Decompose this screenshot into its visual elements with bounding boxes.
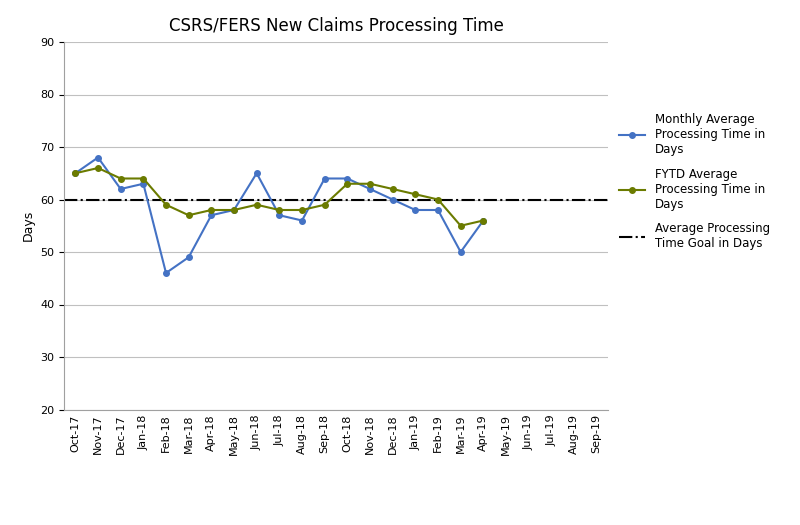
Monthly Average
Processing Time in
Days [456,249,466,255]
FYTD Average
Processing Time in
Days [365,181,374,187]
Monthly Average
Processing Time in
Days [478,217,488,224]
FYTD Average
Processing Time in
Days [162,202,171,208]
Title: CSRS/FERS New Claims Processing Time: CSRS/FERS New Claims Processing Time [169,17,503,35]
Monthly Average
Processing Time in
Days [388,196,398,203]
FYTD Average
Processing Time in
Days [388,186,398,192]
Monthly Average
Processing Time in
Days [70,170,80,176]
Monthly Average
Processing Time in
Days [138,181,148,187]
FYTD Average
Processing Time in
Days [93,165,102,171]
FYTD Average
Processing Time in
Days [410,191,420,197]
Monthly Average
Processing Time in
Days [206,212,216,218]
Monthly Average
Processing Time in
Days [365,186,374,192]
Monthly Average
Processing Time in
Days [320,175,330,182]
Monthly Average
Processing Time in
Days [229,207,238,213]
FYTD Average
Processing Time in
Days [184,212,194,218]
FYTD Average
Processing Time in
Days [252,202,262,208]
Legend: Monthly Average
Processing Time in
Days, FYTD Average
Processing Time in
Days, A: Monthly Average Processing Time in Days,… [619,113,770,250]
Monthly Average
Processing Time in
Days [274,212,284,218]
FYTD Average
Processing Time in
Days [229,207,238,213]
Monthly Average
Processing Time in
Days [410,207,420,213]
FYTD Average
Processing Time in
Days [274,207,284,213]
Line: FYTD Average
Processing Time in
Days: FYTD Average Processing Time in Days [73,165,486,228]
Line: Monthly Average
Processing Time in
Days: Monthly Average Processing Time in Days [73,155,486,276]
Y-axis label: Days: Days [22,210,34,242]
Monthly Average
Processing Time in
Days [116,186,126,192]
FYTD Average
Processing Time in
Days [478,217,488,224]
FYTD Average
Processing Time in
Days [320,202,330,208]
Monthly Average
Processing Time in
Days [342,175,352,182]
Monthly Average
Processing Time in
Days [184,254,194,260]
Monthly Average
Processing Time in
Days [434,207,443,213]
Monthly Average
Processing Time in
Days [93,154,102,161]
Monthly Average
Processing Time in
Days [297,217,306,224]
FYTD Average
Processing Time in
Days [434,196,443,203]
FYTD Average
Processing Time in
Days [342,181,352,187]
FYTD Average
Processing Time in
Days [116,175,126,182]
Monthly Average
Processing Time in
Days [252,170,262,176]
Average Processing
Time Goal in Days [93,196,102,203]
Average Processing
Time Goal in Days [70,196,80,203]
FYTD Average
Processing Time in
Days [70,170,80,176]
FYTD Average
Processing Time in
Days [206,207,216,213]
FYTD Average
Processing Time in
Days [456,223,466,229]
Monthly Average
Processing Time in
Days [162,270,171,276]
FYTD Average
Processing Time in
Days [138,175,148,182]
FYTD Average
Processing Time in
Days [297,207,306,213]
